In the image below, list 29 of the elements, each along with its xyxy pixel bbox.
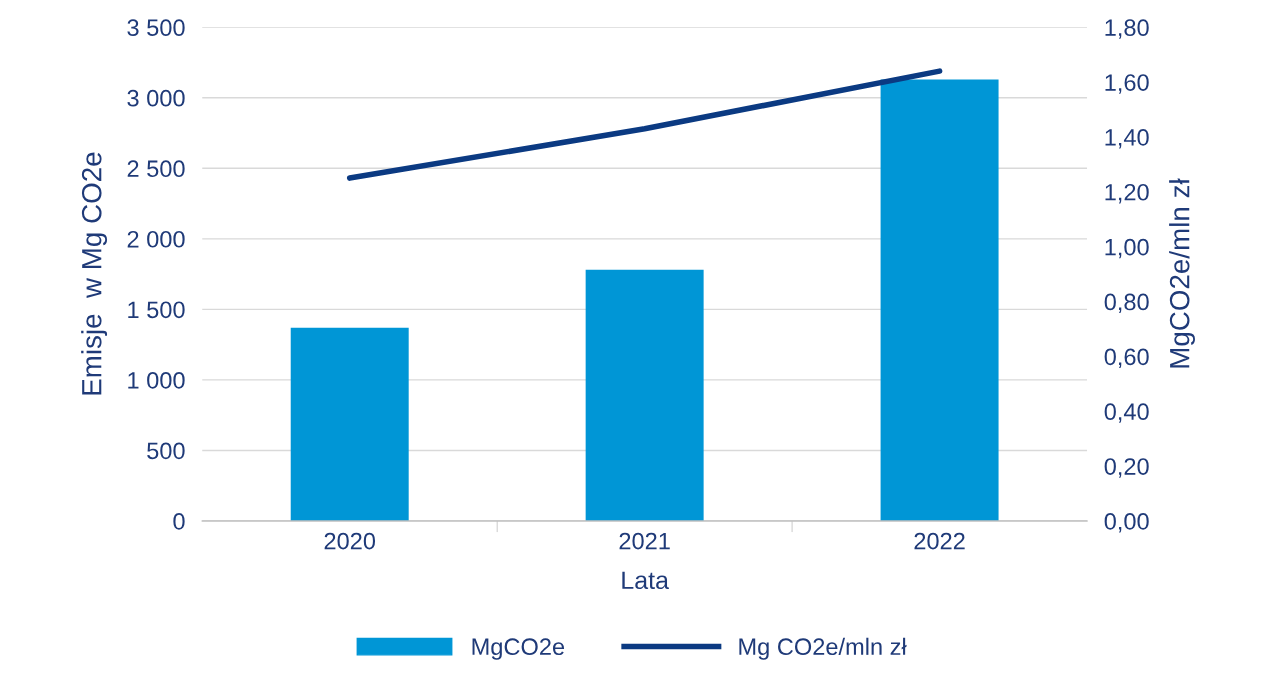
y-tick-label: 3 000	[127, 89, 185, 107]
y2-tick-label: 0,00	[1104, 513, 1149, 533]
x-tick-label: 2021	[619, 532, 670, 550]
bar	[880, 79, 999, 521]
y2-tick-label: 1,40	[1105, 129, 1149, 149]
y2-tick-label: 1,00	[1105, 238, 1149, 259]
y2-tick-label: 0,40	[1104, 403, 1149, 423]
y-tick-label: 500	[147, 442, 185, 460]
y2-axis-title: MgCO2e/mln zł	[1169, 178, 1195, 368]
bar	[290, 327, 409, 521]
x-tick-label: 2022	[914, 532, 965, 550]
y2-tick-label: 0,20	[1104, 458, 1149, 478]
legend-label: MgCO2e	[472, 638, 565, 660]
y-tick-label: 1 500	[128, 301, 185, 319]
y-tick-label: 2 000	[127, 230, 185, 248]
y-tick-label: 2 500	[127, 160, 185, 178]
x-axis-title: Lata	[622, 571, 669, 590]
x-tick-label: 2020	[324, 532, 376, 550]
y2-tick-label: 0,60	[1104, 348, 1149, 368]
y2-tick-label: 1,60	[1105, 74, 1149, 94]
y2-tick-label: 0,80	[1104, 293, 1149, 314]
legend-label: Mg CO2e/mln zł	[739, 637, 907, 660]
y-axis-title: Emisje w Mg CO2e	[81, 152, 108, 395]
y2-tick-label: 1,80	[1105, 19, 1149, 39]
bar	[585, 269, 704, 521]
y-tick-label: 0	[173, 513, 185, 530]
y2-tick-label: 1,20	[1105, 183, 1149, 204]
y-tick-label: 3 500	[127, 19, 185, 37]
y-tick-label: 1 000	[128, 371, 185, 389]
